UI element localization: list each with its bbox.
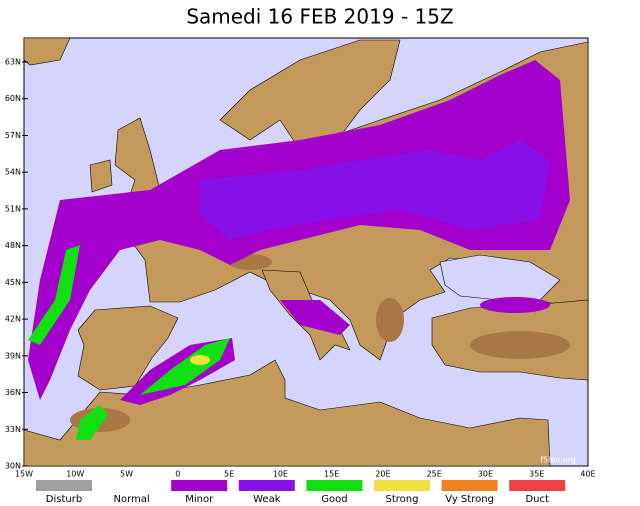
- watermark: f5len.org: [540, 456, 576, 465]
- iceland-edge: [23, 37, 71, 66]
- legend-swatch: [441, 480, 498, 491]
- longitude-label: 15E: [324, 470, 339, 479]
- ireland: [89, 159, 113, 193]
- legend-swatch: [374, 480, 430, 491]
- latitude-label: 42N: [5, 315, 21, 324]
- legend-label: Minor: [185, 494, 214, 505]
- latitude-label: 48N: [5, 241, 21, 250]
- weak-zone: [200, 140, 550, 240]
- longitude-label: 20E: [375, 470, 390, 479]
- good-med: [140, 338, 230, 395]
- latitude-label: 51N: [5, 204, 21, 213]
- legend-swatch: [509, 480, 566, 491]
- longitude-label: 15W: [15, 470, 33, 479]
- longitude-label: 35E: [529, 470, 544, 479]
- latitude-label: 30N: [5, 462, 21, 471]
- minor-blacksea: [480, 297, 550, 313]
- map: [23, 37, 589, 467]
- legend-label: Disturb: [46, 494, 82, 505]
- legend-label: Good: [321, 494, 347, 505]
- minor-zone: [28, 60, 570, 400]
- longitude-label: 5E: [224, 470, 234, 479]
- latitude-label: 63N: [5, 58, 21, 67]
- minor-adriatic: [280, 300, 350, 335]
- legend-swatch: [36, 480, 92, 491]
- legend-label: Vy Strong: [445, 494, 494, 505]
- latitude-label: 60N: [5, 94, 21, 103]
- legend-label: Normal: [114, 494, 150, 505]
- title: Samedi 16 FEB 2019 - 15Z: [186, 5, 453, 29]
- iberia: [77, 305, 179, 391]
- latitude-label: 36N: [5, 388, 21, 397]
- latitude-label: 33N: [5, 425, 21, 434]
- scandinavia: [219, 39, 401, 151]
- longitude-label: 25E: [427, 470, 442, 479]
- longitude-label: 5W: [120, 470, 133, 479]
- legend-swatch: [238, 480, 295, 491]
- latitude-label: 39N: [5, 351, 21, 360]
- legend-swatch: [306, 480, 363, 491]
- longitude-label: 40E: [580, 470, 595, 479]
- latitude-label: 45N: [5, 278, 21, 287]
- latitude-label: 54N: [5, 168, 21, 177]
- longitude-label: 10W: [66, 470, 84, 479]
- longitude-label: 10E: [273, 470, 288, 479]
- latitude-label: 57N: [5, 131, 21, 140]
- strong-med: [190, 355, 210, 365]
- legend-swatch: [103, 480, 160, 491]
- legend-label: Strong: [386, 494, 419, 505]
- longitude-label: 0: [175, 470, 180, 479]
- good-atlantic: [28, 245, 80, 345]
- good-morocco: [76, 405, 108, 440]
- balkans: [376, 298, 404, 342]
- anatolia: [470, 331, 570, 359]
- longitude-label: 30E: [478, 470, 493, 479]
- legend-label: Weak: [253, 494, 281, 505]
- legend-swatch: [171, 480, 228, 491]
- legend-label: Duct: [525, 494, 549, 505]
